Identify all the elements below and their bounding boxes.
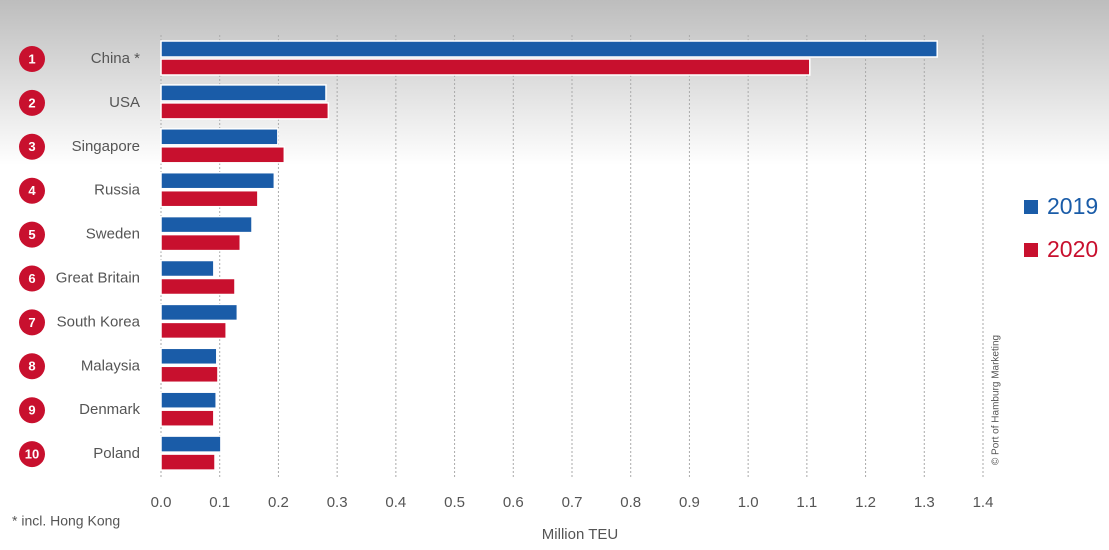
category-label: Poland xyxy=(93,445,140,462)
bar xyxy=(160,259,215,278)
x-tick-label: 1.0 xyxy=(738,494,759,511)
rank-badge xyxy=(19,397,45,424)
rank-badge xyxy=(19,353,45,380)
rank-badge xyxy=(19,133,45,160)
x-tick-label: 1.3 xyxy=(914,494,935,511)
rank-label: 2 xyxy=(28,95,35,110)
legend-label: 2020 xyxy=(1047,236,1098,262)
category-label: Russia xyxy=(94,182,141,199)
legend-swatch xyxy=(1024,200,1038,214)
bar xyxy=(160,409,215,427)
bar xyxy=(160,303,239,322)
category-label: Great Britain xyxy=(56,269,140,286)
rank-label: 5 xyxy=(28,227,35,242)
bar xyxy=(160,40,938,58)
x-tick-label: 1.1 xyxy=(796,494,817,511)
rank-label: 6 xyxy=(28,271,35,286)
x-tick-label: 0.4 xyxy=(385,494,406,511)
bar xyxy=(160,347,218,366)
category-label: Sweden xyxy=(86,226,140,243)
bar xyxy=(160,233,242,252)
bar xyxy=(160,146,286,164)
x-tick-label: 1.4 xyxy=(973,494,994,511)
bar xyxy=(160,215,253,234)
x-tick-label: 0.6 xyxy=(503,494,524,511)
rank-badge xyxy=(19,265,45,292)
x-tick-label: 0.3 xyxy=(327,494,348,511)
x-tick-label: 0.5 xyxy=(444,494,465,511)
rank-label: 7 xyxy=(28,315,35,330)
x-tick-label: 0.9 xyxy=(679,494,700,511)
category-label: China * xyxy=(91,50,140,67)
bar xyxy=(160,128,279,146)
x-tick-label: 0.0 xyxy=(151,494,172,511)
rank-label: 9 xyxy=(28,403,35,418)
legend-swatch xyxy=(1024,243,1038,257)
x-axis-title: Million TEU xyxy=(542,526,618,543)
x-tick-label: 0.2 xyxy=(268,494,289,511)
rank-badge xyxy=(19,89,45,116)
footnote: * incl. Hong Kong xyxy=(12,513,120,529)
x-tick-label: 0.8 xyxy=(620,494,641,511)
bar xyxy=(160,365,219,384)
rank-label: 3 xyxy=(28,139,35,154)
rank-badge xyxy=(19,441,45,468)
bar xyxy=(160,84,327,102)
category-label: South Korea xyxy=(57,313,141,330)
legend-label: 2019 xyxy=(1047,193,1098,219)
rank-badge xyxy=(19,46,45,72)
rank-label: 8 xyxy=(28,359,35,374)
category-label: Malaysia xyxy=(81,357,141,374)
bar xyxy=(160,189,259,208)
rank-badge xyxy=(19,221,45,248)
rank-label: 10 xyxy=(25,447,39,462)
bar xyxy=(160,58,811,76)
category-label: USA xyxy=(109,94,140,111)
x-tick-label: 0.1 xyxy=(209,494,230,511)
bar xyxy=(160,321,227,340)
rank-label: 4 xyxy=(28,183,36,198)
category-label: Singapore xyxy=(72,138,140,155)
bar xyxy=(160,453,216,471)
bar xyxy=(160,171,276,190)
category-label: Denmark xyxy=(79,401,140,418)
rank-badge xyxy=(19,309,45,336)
bar xyxy=(160,277,236,296)
rank-label: 1 xyxy=(28,51,35,66)
bar xyxy=(160,391,217,409)
rank-badge xyxy=(19,177,45,204)
x-tick-label: 1.2 xyxy=(855,494,876,511)
x-tick-label: 0.7 xyxy=(562,494,583,511)
bar xyxy=(160,435,222,453)
bar xyxy=(160,102,330,120)
credit: © Port of Hamburg Marketing xyxy=(991,335,1002,465)
